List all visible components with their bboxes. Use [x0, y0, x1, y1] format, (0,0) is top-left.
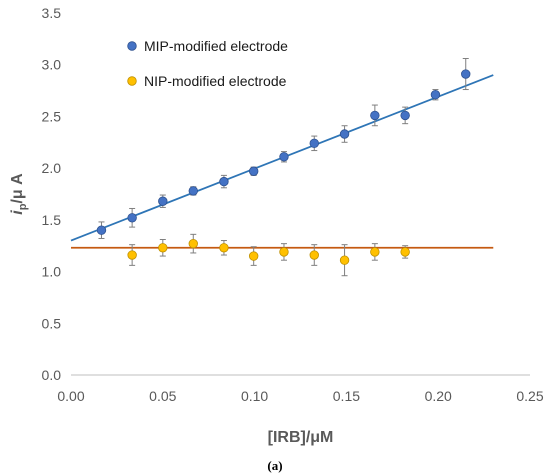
data-point: [430, 90, 441, 100]
axes: 0.00 0.05 0.10 0.15 0.20 0.25 0.0 0.5 1.0 1.5 2.0…: [42, 5, 544, 404]
y-axis-title-subscript: p: [17, 203, 29, 210]
data-point: [158, 196, 168, 206]
y-tick-label: 1.5: [42, 212, 62, 228]
data-point: [127, 250, 137, 260]
data-point: [127, 213, 137, 223]
data-point: [219, 243, 229, 253]
data-point: [370, 247, 380, 257]
x-tick-label: 0.00: [57, 388, 84, 404]
y-tick-label: 2.5: [42, 108, 62, 124]
x-tick-label: 0.05: [149, 388, 176, 404]
x-tick-label: 0.25: [516, 388, 543, 404]
data-point: [96, 225, 107, 235]
data-point: [279, 247, 289, 257]
x-tick-label: 0.10: [241, 388, 268, 404]
error-bars: [98, 58, 469, 277]
y-tick-label: 1.0: [42, 264, 62, 280]
data-point: [158, 243, 168, 253]
data-point: [461, 69, 471, 79]
data-point: [339, 255, 350, 265]
legend: MIP-modified electrode NIP-modified elect…: [127, 38, 288, 89]
data-point: [400, 247, 410, 257]
y-tick-label: 0.0: [42, 367, 62, 383]
data-point: [279, 152, 289, 162]
legend-item: NIP-modified electrode: [127, 73, 287, 89]
x-tick-label: 0.15: [333, 388, 360, 404]
figure-caption: (a): [267, 458, 282, 473]
data-point: [370, 110, 380, 121]
y-tick-label: 0.5: [42, 315, 62, 331]
y-tick-labels: 0.0 0.5 1.0 1.5 2.0 2.5 3.0 3.5: [42, 5, 62, 383]
y-axis-title-unit: /μ A: [9, 173, 26, 204]
data-point: [248, 251, 259, 261]
x-axis-title: [IRB]/μM: [268, 429, 334, 446]
data-point: [309, 250, 319, 260]
legend-label: NIP-modified electrode: [144, 73, 287, 89]
data-point: [188, 186, 198, 196]
data-point: [309, 138, 319, 149]
x-tick-label: 0.20: [425, 388, 452, 404]
legend-item: MIP-modified electrode: [127, 38, 288, 54]
legend-label: MIP-modified electrode: [144, 38, 288, 54]
data-point: [248, 166, 259, 176]
data-point: [339, 129, 350, 139]
data-points: [96, 69, 471, 265]
y-axis-title: ip/μ A: [9, 173, 29, 215]
y-axis-title-main: i: [9, 210, 26, 215]
data-point: [400, 110, 410, 121]
legend-marker: [127, 76, 137, 86]
y-tick-label: 3.5: [42, 5, 62, 21]
y-tick-label: 3.0: [42, 57, 62, 73]
y-tick-label: 2.0: [42, 160, 62, 176]
data-point: [188, 238, 198, 249]
data-point: [219, 176, 229, 187]
x-tick-labels: 0.00 0.05 0.10 0.15 0.20 0.25: [57, 388, 543, 404]
legend-marker: [127, 41, 137, 51]
